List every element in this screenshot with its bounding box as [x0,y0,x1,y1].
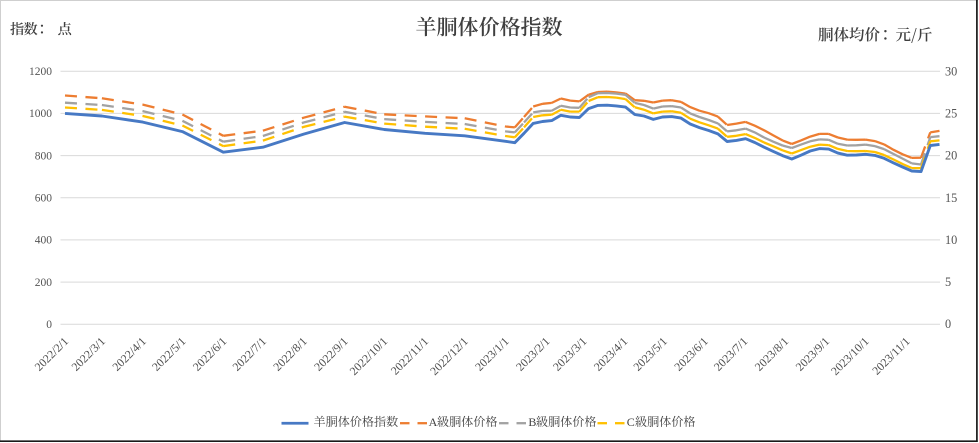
svg-text:1200: 1200 [29,66,52,78]
svg-text:0: 0 [46,319,52,331]
svg-text:5: 5 [945,275,951,289]
svg-text:C: C [627,415,635,429]
svg-text:B: B [528,415,536,429]
svg-text:400: 400 [35,235,53,247]
svg-text:600: 600 [35,192,53,204]
svg-text:0: 0 [945,317,951,331]
svg-text:25: 25 [945,106,957,120]
svg-text:A: A [429,415,438,429]
svg-text:200: 200 [35,277,53,289]
svg-text:15: 15 [945,191,957,205]
svg-text:1000: 1000 [29,108,52,120]
svg-text:20: 20 [945,149,957,163]
svg-text:800: 800 [35,150,53,162]
svg-text:10: 10 [945,233,957,247]
svg-text:30: 30 [945,64,957,78]
